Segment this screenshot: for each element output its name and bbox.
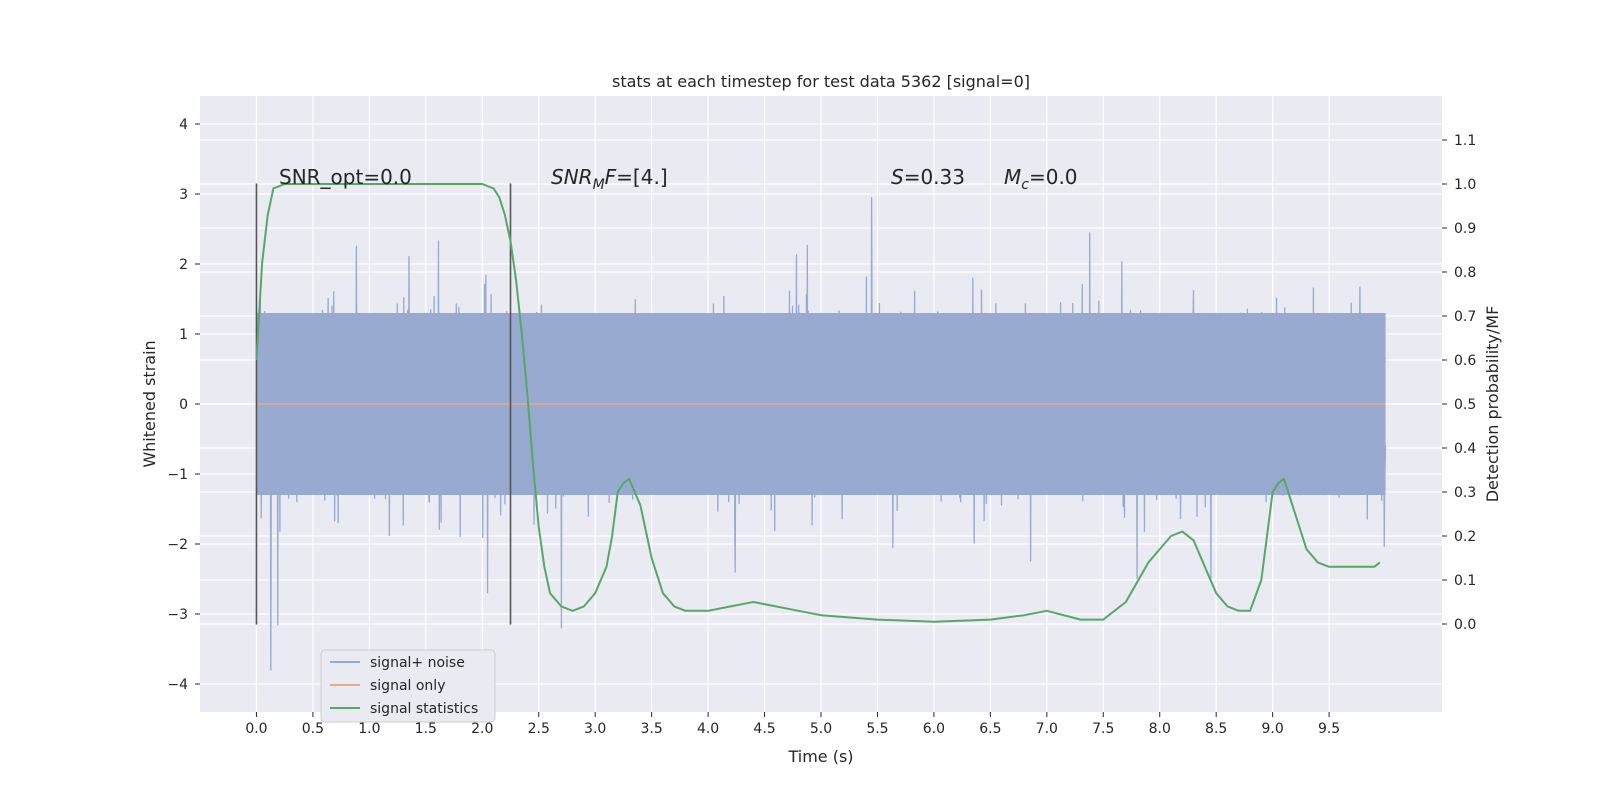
- annotation-snr-mf-sub: M: [593, 177, 605, 193]
- y2-tick-label-10: 0.1: [1454, 573, 1476, 589]
- x-tick-label-7: 3.5: [641, 721, 663, 737]
- y-tick-label-8: −4: [167, 677, 188, 693]
- y-tick-label-6: −2: [167, 537, 188, 553]
- x-tick-label-4: 2.0: [471, 721, 493, 737]
- y-tick-label-3: 1: [179, 327, 188, 343]
- annotation-mc-label: M: [1004, 165, 1021, 189]
- y-tick-labels: 4 3 2 1 0 −1 −2 −3 −4: [167, 117, 200, 693]
- y2-tick-label-0: 1.1: [1454, 133, 1476, 149]
- x-tick-label-19: 9.5: [1318, 721, 1340, 737]
- x-tick-label-9: 4.5: [753, 721, 775, 737]
- y2-tick-label-1: 1.0: [1454, 177, 1476, 193]
- y2-tick-label-6: 0.5: [1454, 397, 1476, 413]
- annotation-snr-mf-tail: F: [605, 165, 617, 189]
- x-tick-label-1: 0.5: [302, 721, 324, 737]
- annotation-s-label: S: [891, 165, 904, 189]
- legend-label-signal-plus-noise: signal+ noise: [370, 655, 465, 671]
- x-tick-label-12: 6.0: [923, 721, 945, 737]
- y2-tick-label-9: 0.2: [1454, 529, 1476, 545]
- annotation-snr-mf: SNRMF=[4.]: [551, 165, 668, 193]
- annotation-snr-mf-main: SNR: [551, 165, 593, 189]
- x-tick-label-6: 3.0: [584, 721, 606, 737]
- annotation-mc-value: =0.0: [1029, 165, 1078, 189]
- signal-statistics-line: [255, 183, 1381, 623]
- x-axis-label: Time (s): [787, 747, 853, 766]
- legend-label-signal-only: signal only: [370, 678, 445, 694]
- x-tick-label-14: 7.0: [1036, 721, 1058, 737]
- x-tick-label-5: 2.5: [528, 721, 550, 737]
- legend: signal+ noise signal only signal statist…: [320, 649, 496, 723]
- y2-axis-label: Detection probability/MF: [1483, 306, 1502, 503]
- legend-box: [320, 649, 496, 723]
- x-tick-label-18: 9.0: [1262, 721, 1284, 737]
- annotation-mc-sub: c: [1021, 177, 1029, 193]
- y2-tick-label-2: 0.9: [1454, 221, 1476, 237]
- y2-tick-label-4: 0.7: [1454, 309, 1476, 325]
- x-tick-label-16: 8.0: [1149, 721, 1171, 737]
- annotation-s-value: =0.33: [904, 165, 965, 189]
- x-tick-labels: 0.0 0.5 1.0 1.5 2.0 2.5 3.0 3.5 4.0 4.5 5.0 5.5 6.0 6…: [245, 712, 1340, 737]
- y-tick-label-1: 3: [179, 187, 188, 203]
- y2-tick-labels: 1.1 1.0 0.9 0.8 0.7 0.6 0.5 0.4 0.3 0.2 0.1 0.0: [1442, 133, 1476, 633]
- y2-tick-label-3: 0.8: [1454, 265, 1476, 281]
- y-tick-label-0: 4: [179, 117, 188, 133]
- annotation-snr-opt: SNR_opt=0.0: [279, 165, 412, 189]
- y2-tick-label-5: 0.6: [1454, 353, 1476, 369]
- y-tick-label-7: −3: [167, 607, 188, 623]
- y2-tick-label-7: 0.4: [1454, 441, 1476, 457]
- y2-tick-label-8: 0.3: [1454, 485, 1476, 501]
- x-tick-label-3: 1.5: [415, 721, 437, 737]
- x-tick-label-8: 4.0: [697, 721, 719, 737]
- y-axis-label: Whitened strain: [140, 340, 159, 467]
- legend-label-signal-statistics: signal statistics: [370, 701, 478, 717]
- vertical-markers: [255, 183, 512, 625]
- x-tick-label-10: 5.0: [810, 721, 832, 737]
- y2-tick-label-11: 0.0: [1454, 617, 1476, 633]
- x-tick-label-13: 6.5: [979, 721, 1001, 737]
- y-tick-label-4: 0: [179, 397, 188, 413]
- y-tick-label-2: 2: [179, 257, 188, 273]
- annotation-snr-mf-value: =[4.]: [616, 165, 667, 189]
- x-tick-label-11: 5.5: [866, 721, 888, 737]
- series-signal-statistics: [255, 183, 1381, 623]
- chart-title: stats at each timestep for test data 536…: [612, 72, 1030, 91]
- x-tick-label-17: 8.5: [1205, 721, 1227, 737]
- x-tick-label-15: 7.5: [1092, 721, 1114, 737]
- y-tick-label-5: −1: [167, 467, 188, 483]
- annotation-mc: Mc=0.0: [1004, 165, 1078, 193]
- x-tick-label-2: 1.0: [358, 721, 380, 737]
- x-tick-label-0: 0.0: [245, 721, 267, 737]
- annotation-s: S=0.33: [891, 165, 965, 189]
